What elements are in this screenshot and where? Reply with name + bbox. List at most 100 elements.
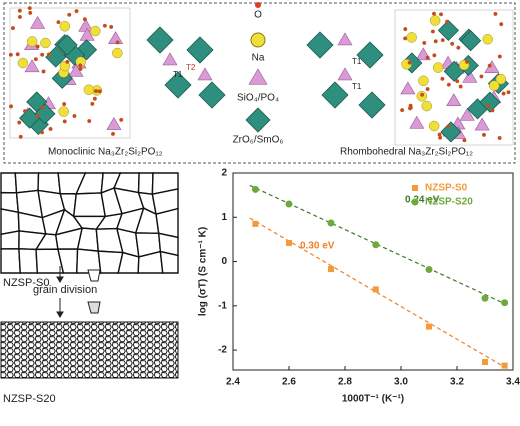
atom: [429, 15, 441, 26]
atom: [8, 52, 13, 57]
atom: [479, 74, 484, 79]
x-tick-label: 2.4: [226, 377, 240, 388]
atom: [462, 138, 467, 143]
tetrahedron: [462, 69, 478, 83]
grain: [14, 172, 40, 194]
grain: [76, 248, 102, 274]
legend-label: SiO₄/PO₄: [237, 93, 279, 104]
atom: [65, 59, 70, 64]
atom: [497, 54, 502, 59]
atom: [92, 96, 97, 101]
tetrahedron: [459, 107, 475, 121]
atom: [439, 12, 444, 17]
site-label: T1: [173, 70, 183, 79]
atom: [35, 44, 40, 49]
cell: [394, 9, 514, 146]
site-label: T1: [352, 57, 362, 66]
grain-label: grain division: [33, 284, 97, 296]
atom: [111, 131, 116, 136]
atom: [90, 25, 101, 37]
atom: [437, 132, 442, 137]
atom: [408, 103, 413, 108]
point: [482, 359, 488, 366]
octahedron: [356, 41, 384, 69]
atom: [403, 36, 408, 41]
atom: [74, 9, 79, 14]
chart: 2.4 2.6 2.8 3.0 3.2 3.4 -2 -1 0 1 2 1000T⁻¹ (K⁻¹) lo…: [198, 168, 520, 405]
atom: [497, 135, 502, 140]
atom: [499, 22, 504, 27]
atom: [433, 39, 438, 44]
tetrahedron: [400, 81, 416, 95]
annotation: 0.24 eV: [405, 195, 440, 206]
atom: [62, 119, 67, 124]
atom: [422, 40, 427, 45]
octahedron: [440, 121, 462, 143]
atom: [23, 109, 28, 114]
atom: [428, 120, 440, 132]
atom: [464, 59, 469, 64]
grain-label: NZSP-S0: [3, 277, 49, 289]
tetrahedron: [24, 59, 40, 73]
atom: [41, 69, 46, 74]
fit-line: [249, 217, 508, 370]
atom: [17, 57, 29, 69]
atom: [400, 108, 405, 113]
caption: Monoclinic Na₃Zr₂Si₂PO₁₂: [48, 147, 163, 158]
tetrahedron: [409, 115, 425, 129]
atom: [490, 108, 495, 113]
legend-na: [250, 32, 266, 48]
atom: [67, 12, 72, 17]
point: [481, 294, 489, 302]
atom: [456, 45, 461, 50]
atom: [501, 91, 506, 96]
legend-label: NZSP-S20: [425, 197, 473, 208]
atom: [46, 52, 51, 57]
atom: [115, 40, 120, 45]
y-tick-label: 0: [221, 256, 227, 267]
atom: [10, 26, 15, 31]
atom: [403, 27, 408, 32]
x-axis-label: 1000T⁻¹ (K⁻¹): [342, 394, 404, 405]
atom: [109, 24, 114, 29]
atom: [94, 89, 99, 94]
atom: [440, 76, 445, 81]
y-tick-label: 2: [221, 168, 227, 179]
atom: [40, 52, 45, 57]
atom: [458, 84, 463, 89]
atom: [432, 11, 437, 16]
atom: [87, 119, 92, 124]
point: [425, 266, 433, 274]
grain: [0, 230, 20, 250]
legend-label: NZSP-S0: [425, 183, 468, 194]
atom: [17, 8, 22, 13]
atom: [59, 21, 71, 32]
atom: [430, 29, 435, 34]
point: [426, 323, 432, 330]
y-tick-label: 1: [221, 212, 227, 223]
legend-label: Na: [252, 53, 265, 64]
atom: [18, 134, 23, 139]
point: [328, 266, 334, 273]
atom: [421, 100, 432, 112]
grain-label: NZSP-S20: [3, 393, 56, 405]
tetrahedron: [474, 117, 490, 131]
tetrahedron: [106, 117, 122, 130]
atom: [481, 132, 486, 137]
octahedron: [34, 103, 56, 125]
octahedron: [186, 36, 214, 64]
point: [252, 220, 259, 227]
atom: [58, 106, 69, 117]
atom: [432, 62, 444, 73]
grain: [0, 248, 21, 274]
grain: [18, 248, 39, 274]
atom: [489, 80, 500, 91]
atom: [35, 113, 40, 118]
octahedron: [479, 91, 501, 113]
grain: [72, 192, 107, 218]
atom: [72, 113, 77, 118]
grain-fine: [0, 321, 179, 379]
atom: [17, 14, 22, 19]
point: [327, 219, 335, 227]
